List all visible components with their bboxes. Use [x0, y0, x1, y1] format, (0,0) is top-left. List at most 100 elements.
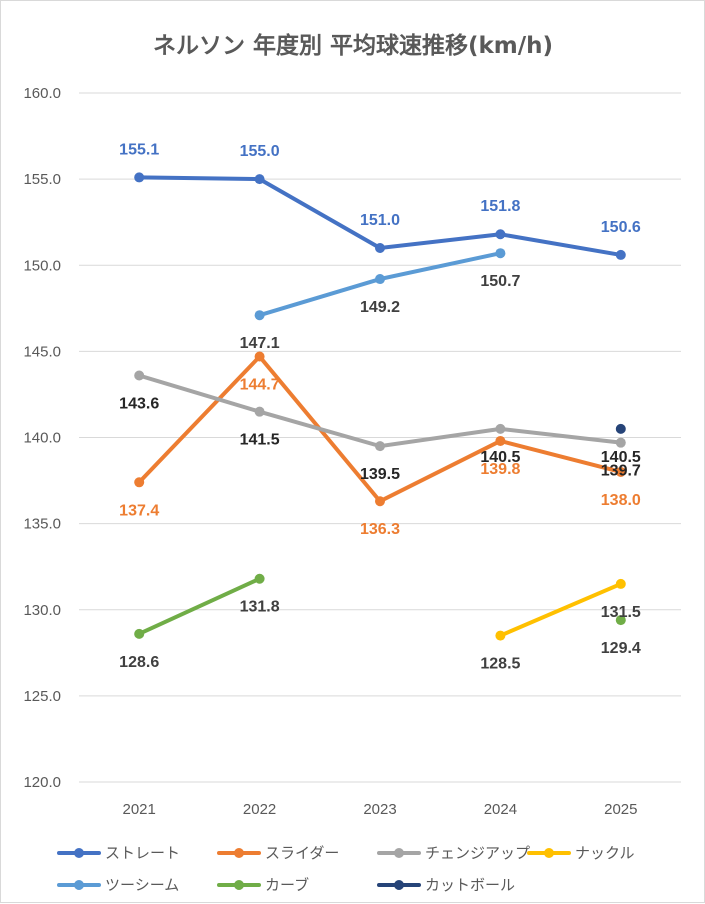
data-label: 137.4	[119, 502, 159, 519]
legend-marker	[394, 848, 404, 858]
data-point	[375, 441, 385, 452]
data-label: 155.0	[240, 143, 280, 160]
y-axis-ticks: 120.0 125.0 130.0 135.0 140.0 145.0 150.0 155.0…	[23, 85, 61, 791]
data-label: 129.4	[601, 640, 641, 657]
y-tick-label: 120.0	[23, 774, 61, 791]
legend-label: ナックル	[575, 844, 635, 862]
data-label: 139.5	[360, 466, 400, 483]
data-label: 147.1	[240, 335, 280, 352]
legend-marker	[544, 848, 554, 858]
data-label: 151.0	[360, 212, 400, 229]
data-point	[615, 466, 626, 477]
data-point	[134, 477, 145, 488]
y-tick-label: 160.0	[23, 85, 61, 102]
data-point	[134, 370, 145, 381]
data-point	[495, 423, 506, 434]
y-tick-label: 125.0	[23, 688, 61, 705]
data-point	[254, 174, 265, 185]
data-point	[615, 249, 626, 260]
data-label: 151.8	[480, 198, 520, 215]
data-label: 128.6	[119, 654, 159, 671]
data-point	[495, 248, 506, 259]
data-point	[134, 628, 145, 639]
legend-label: スライダー	[265, 844, 339, 862]
legend-item: チェンジアップ	[377, 844, 530, 862]
data-point	[254, 406, 265, 417]
data-point	[254, 573, 265, 584]
legend-item: ツーシーム	[57, 876, 179, 894]
data-label: 128.5	[480, 656, 520, 673]
series-group	[134, 172, 626, 641]
legend-item: カーブ	[217, 876, 309, 894]
data-label: 144.7	[240, 377, 280, 394]
data-label: 140.5	[480, 449, 520, 466]
series-0	[134, 172, 626, 260]
y-tick-label: 145.0	[23, 343, 61, 360]
legend-item: ストレート	[57, 844, 180, 862]
y-tick-label: 150.0	[23, 257, 61, 274]
x-axis-ticks: 2021 2022 2023 2024 2025	[123, 801, 638, 818]
data-point	[134, 172, 145, 183]
series-2	[134, 370, 626, 452]
data-label: 136.3	[360, 521, 400, 538]
data-label: 140.5	[601, 449, 641, 466]
legend-label: カットボール	[425, 876, 515, 894]
data-label: 150.6	[601, 219, 641, 236]
legend-marker	[234, 848, 244, 858]
legend-label: ストレート	[105, 844, 180, 862]
data-labels: 155.1 155.0 151.0 151.8 150.6 137.4 144.7 136.3…	[119, 141, 641, 672]
legend-label: カーブ	[265, 876, 309, 894]
chart-title: ネルソン 年度別 平均球速推移(km/h)	[153, 32, 553, 59]
y-tick-label: 135.0	[23, 516, 61, 533]
data-point	[495, 229, 506, 240]
data-point	[495, 630, 506, 641]
data-label: 155.1	[119, 141, 159, 158]
data-point	[495, 435, 506, 446]
legend-marker	[74, 880, 84, 890]
series-line	[137, 373, 623, 449]
legend-label: チェンジアップ	[425, 844, 530, 862]
data-point	[615, 615, 626, 626]
data-label: 150.7	[480, 273, 520, 290]
x-tick-label: 2021	[123, 801, 156, 818]
data-label: 138.0	[601, 492, 641, 509]
data-label: 131.5	[601, 604, 641, 621]
legend-item: ナックル	[527, 844, 635, 862]
data-point	[254, 310, 265, 321]
y-tick-label: 140.0	[23, 430, 61, 447]
data-point	[375, 496, 385, 507]
series-3	[495, 578, 626, 641]
series-5	[134, 573, 626, 639]
data-label: 143.6	[119, 395, 159, 412]
data-point	[375, 274, 385, 285]
data-label: 131.8	[240, 599, 280, 616]
x-tick-label: 2024	[484, 801, 517, 818]
data-label: 139.8	[480, 461, 520, 478]
y-tick-label: 130.0	[23, 602, 61, 619]
data-point	[615, 423, 626, 434]
x-tick-label: 2025	[604, 801, 637, 818]
series-6	[615, 423, 626, 434]
x-tick-label: 2023	[363, 801, 396, 818]
legend-item: カットボール	[377, 876, 515, 894]
data-label: 149.2	[360, 299, 400, 316]
data-label: 139.7	[601, 463, 641, 480]
legend-marker	[74, 848, 84, 858]
data-label: 141.5	[240, 432, 280, 449]
data-point	[375, 243, 385, 254]
legend-item: スライダー	[217, 844, 339, 862]
series-line	[498, 581, 623, 638]
data-point	[615, 578, 626, 589]
legend-marker	[394, 880, 404, 890]
data-point	[254, 351, 265, 362]
series-line	[137, 576, 262, 636]
y-tick-label: 155.0	[23, 171, 61, 188]
legend-marker	[234, 880, 244, 890]
legend-label: ツーシーム	[105, 876, 179, 894]
x-tick-label: 2022	[243, 801, 276, 818]
data-point	[615, 437, 626, 448]
series-4	[254, 248, 506, 321]
